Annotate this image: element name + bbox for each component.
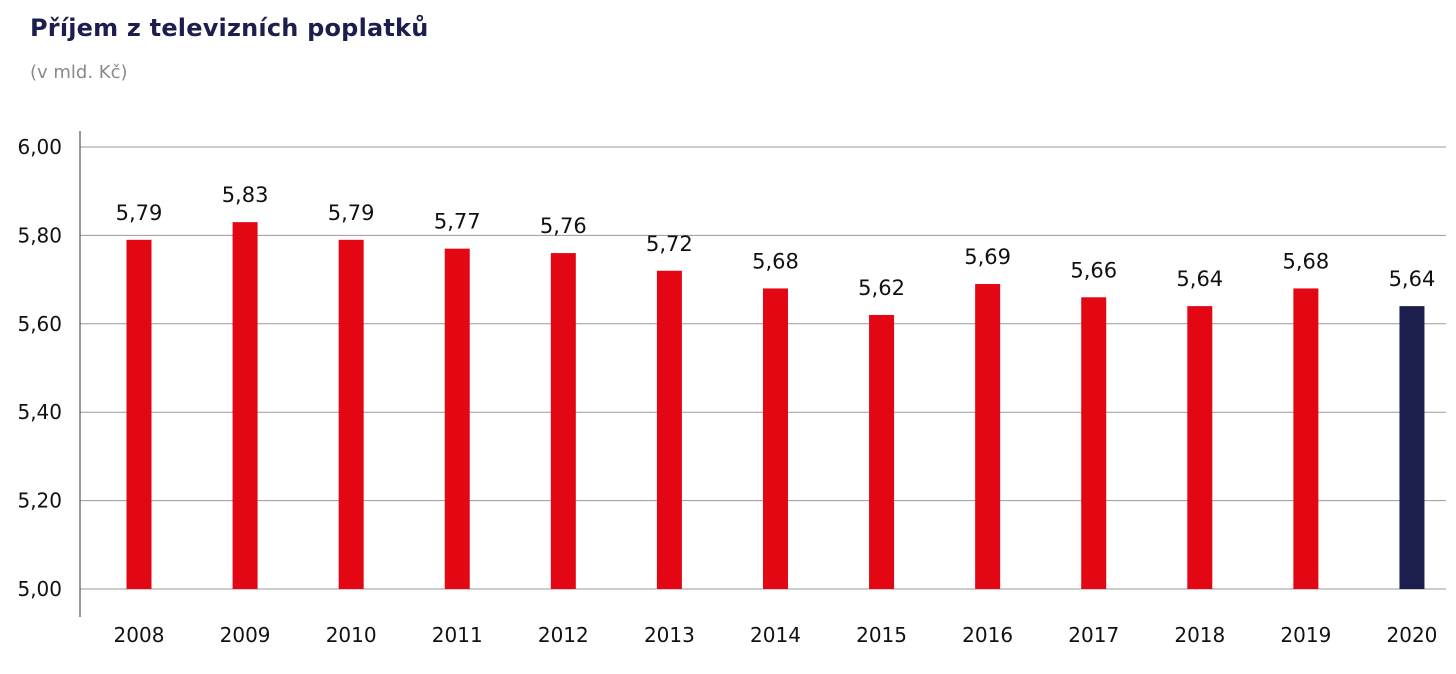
bar: [1187, 306, 1213, 589]
x-tick-label: 2019: [1280, 623, 1331, 647]
bar: [1399, 306, 1425, 589]
data-label: 5,68: [1282, 249, 1329, 273]
data-label: 5,72: [646, 232, 693, 256]
chart-subtitle: (v mld. Kč): [30, 62, 128, 83]
x-tick-label: 2017: [1068, 623, 1119, 647]
x-tick-label: 2010: [326, 623, 377, 647]
bar: [1081, 297, 1107, 589]
x-tick-label: 2016: [962, 623, 1013, 647]
bar: [550, 253, 576, 589]
y-tick-label: 5,00: [17, 577, 62, 601]
x-tick-label: 2018: [1174, 623, 1225, 647]
data-label: 5,64: [1389, 267, 1436, 291]
data-label: 5,79: [116, 201, 163, 225]
y-tick-label: 6,00: [17, 135, 62, 159]
bar: [444, 248, 470, 589]
y-tick-label: 5,20: [17, 489, 62, 513]
bar: [1293, 288, 1319, 589]
data-label: 5,62: [858, 276, 905, 300]
y-tick-label: 5,40: [17, 400, 62, 424]
data-label: 5,79: [328, 201, 375, 225]
bar: [656, 270, 682, 589]
data-label: 5,77: [434, 210, 481, 234]
x-tick-label: 2020: [1387, 623, 1438, 647]
x-tick-label: 2011: [432, 623, 483, 647]
x-tick-label: 2009: [220, 623, 271, 647]
data-label: 5,83: [222, 183, 269, 207]
bar: [869, 314, 895, 589]
x-tick-label: 2014: [750, 623, 801, 647]
bar: [975, 284, 1001, 589]
x-tick-label: 2012: [538, 623, 589, 647]
y-tick-label: 5,60: [17, 312, 62, 336]
y-tick-label: 5,80: [17, 223, 62, 247]
bar: [338, 239, 364, 589]
data-label: 5,66: [1070, 258, 1117, 282]
x-tick-label: 2015: [856, 623, 907, 647]
bar: [232, 222, 258, 589]
data-label: 5,69: [964, 245, 1011, 269]
bar: [126, 239, 152, 589]
x-tick-label: 2008: [114, 623, 165, 647]
data-label: 5,76: [540, 214, 587, 238]
data-label: 5,68: [752, 249, 799, 273]
chart-title: Příjem z televizních poplatků: [30, 14, 429, 42]
data-label: 5,64: [1176, 267, 1223, 291]
x-tick-label: 2013: [644, 623, 695, 647]
bar: [762, 288, 788, 589]
